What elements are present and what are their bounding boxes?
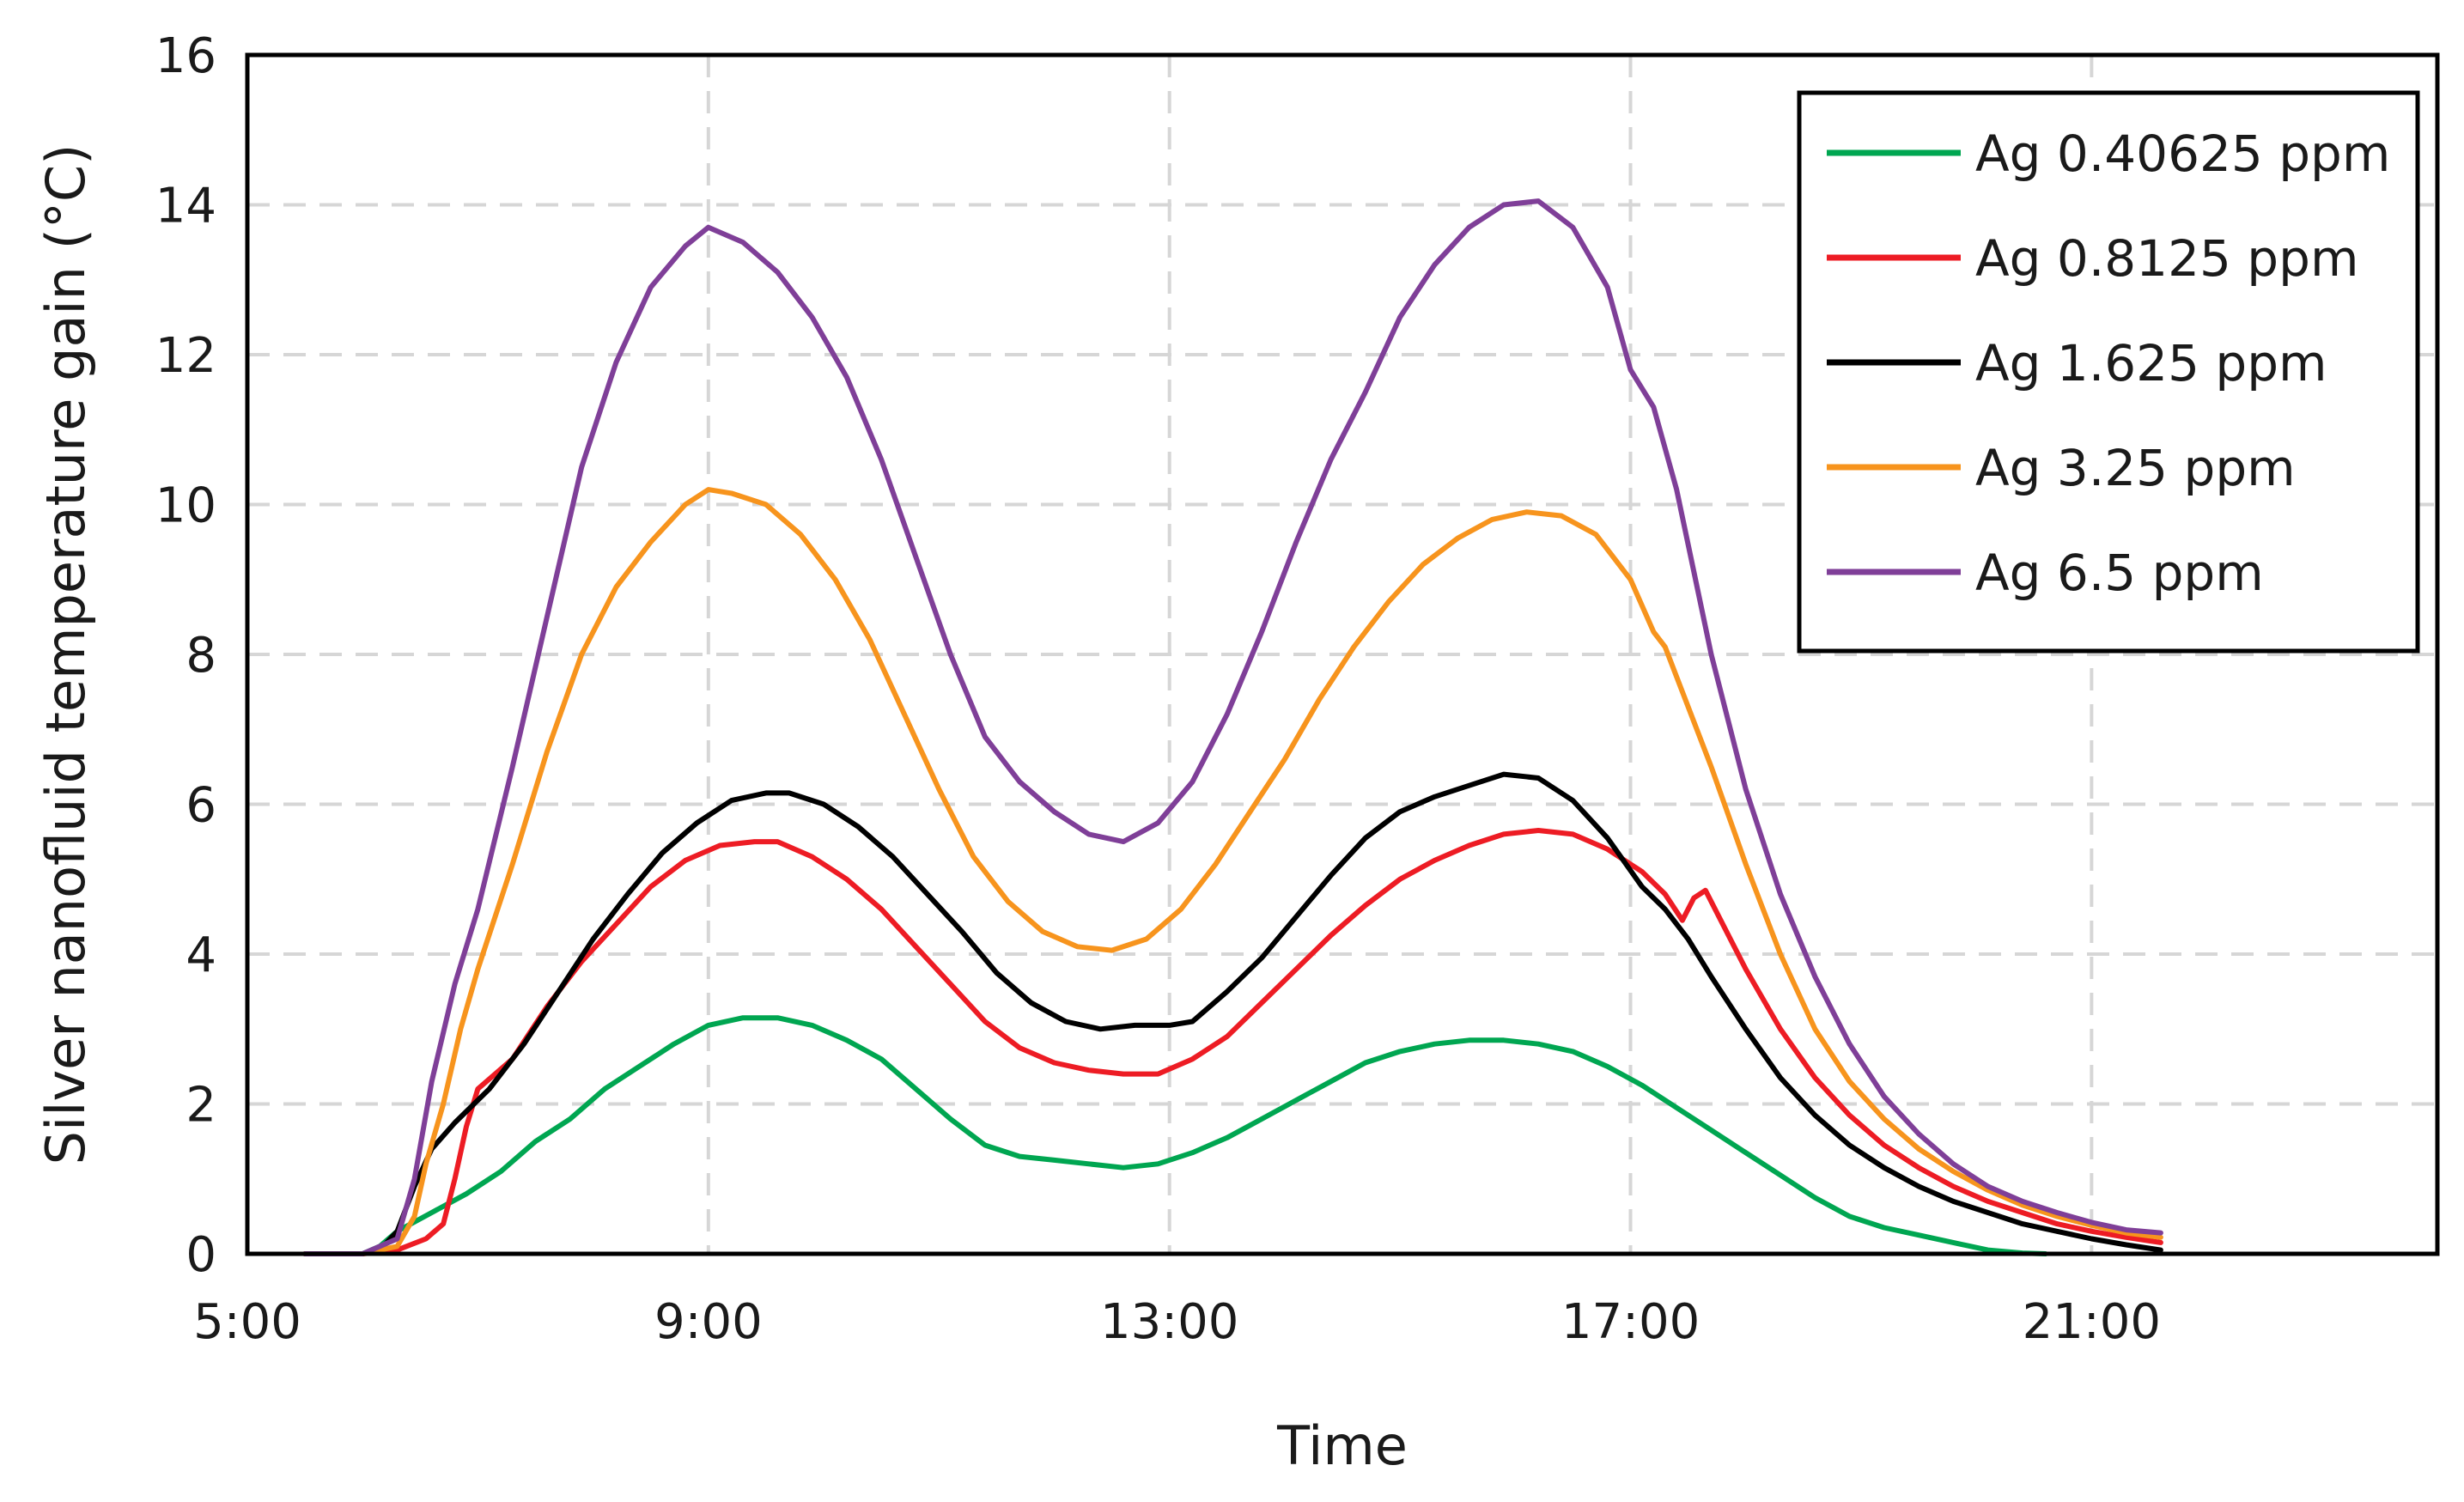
series-line-4 [302, 487, 2163, 1256]
y-axis-ticks: 0 2 4 6 8 10 12 14 16 [155, 28, 216, 1283]
series-line-1 [302, 1015, 2048, 1256]
x-tick-label: 17:00 [1561, 1294, 1700, 1350]
x-axis-title: Time [1276, 1414, 1408, 1477]
x-tick-label: 9:00 [654, 1294, 763, 1350]
series-line-3 [302, 771, 2163, 1256]
legend-label-4: Ag 3.25 ppm [1975, 439, 2296, 497]
y-tick-label-6: 6 [186, 778, 216, 834]
y-axis-title: Silver nanofluid temperature gain (°C) [34, 144, 97, 1165]
series-line-5 [302, 198, 2163, 1256]
legend-label-1: Ag 0.40625 ppm [1975, 125, 2390, 183]
y-tick-label-8: 8 [186, 628, 216, 684]
y-tick-label-14: 14 [155, 179, 216, 234]
x-tick-label: 5:00 [193, 1294, 301, 1350]
series-lines [302, 198, 2163, 1256]
y-tick-label-0: 0 [186, 1227, 216, 1283]
legend-label-5: Ag 6.5 ppm [1975, 544, 2264, 602]
x-axis-ticks: 5:00 9:00 13:00 17:00 21:00 [193, 1294, 2161, 1350]
plot-area-frame [245, 52, 2440, 1256]
legend-label-3: Ag 1.625 ppm [1975, 334, 2327, 392]
y-tick-label-12: 12 [155, 328, 216, 384]
legend-box [1797, 90, 2420, 654]
x-tick-label: 13:00 [1100, 1294, 1238, 1350]
legend: Ag 0.40625 ppm Ag 0.8125 ppm Ag 1.625 ppm A… [1797, 90, 2420, 654]
y-tick-label-10: 10 [155, 478, 216, 534]
y-tick-label-4: 4 [186, 927, 216, 983]
y-tick-label-2: 2 [186, 1078, 216, 1134]
x-tick-label: 21:00 [2023, 1294, 2161, 1350]
y-tick-label-16: 16 [155, 28, 216, 84]
legend-label-2: Ag 0.8125 ppm [1975, 229, 2358, 288]
